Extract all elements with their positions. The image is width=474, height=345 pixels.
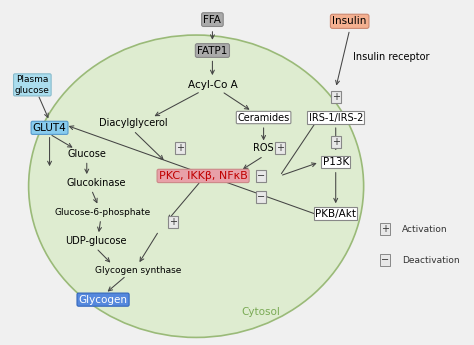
Text: Activation: Activation [402,225,448,234]
Text: Plasma
glucose: Plasma glucose [15,75,50,95]
Text: Glucose: Glucose [67,149,106,159]
Text: Ceramides: Ceramides [237,112,290,122]
Text: Glycogen synthase: Glycogen synthase [95,266,181,275]
Text: −: − [257,191,265,201]
Text: +: + [176,143,184,153]
Text: −: − [257,171,265,181]
Text: PKB/Akt: PKB/Akt [315,209,356,219]
Text: P13K: P13K [323,157,349,167]
Text: +: + [169,217,177,227]
Text: UDP-glucose: UDP-glucose [65,236,127,246]
Text: +: + [381,224,389,234]
Text: +: + [332,137,340,147]
Text: Cytosol: Cytosol [242,307,281,317]
Text: FATP1: FATP1 [197,46,228,56]
Text: Acyl-Co A: Acyl-Co A [188,80,237,90]
Text: −: − [381,255,389,265]
Text: Insulin: Insulin [332,16,367,26]
Text: Glucose-6-phosphate: Glucose-6-phosphate [55,207,151,217]
Text: FFA: FFA [203,14,221,24]
Text: Insulin receptor: Insulin receptor [353,52,430,62]
Text: +: + [332,92,340,102]
Text: IRS-1/IRS-2: IRS-1/IRS-2 [309,112,363,122]
Text: ROS: ROS [253,144,274,154]
Text: Deactivation: Deactivation [402,256,460,265]
Text: Glycogen: Glycogen [79,295,128,305]
Text: GLUT4: GLUT4 [33,123,66,133]
Text: Glucokinase: Glucokinase [66,178,126,188]
Text: Diacylglycerol: Diacylglycerol [99,118,168,128]
Text: PKC, IKKβ, NFκB: PKC, IKKβ, NFκB [159,171,247,181]
Text: +: + [276,143,284,153]
Ellipse shape [28,35,364,337]
